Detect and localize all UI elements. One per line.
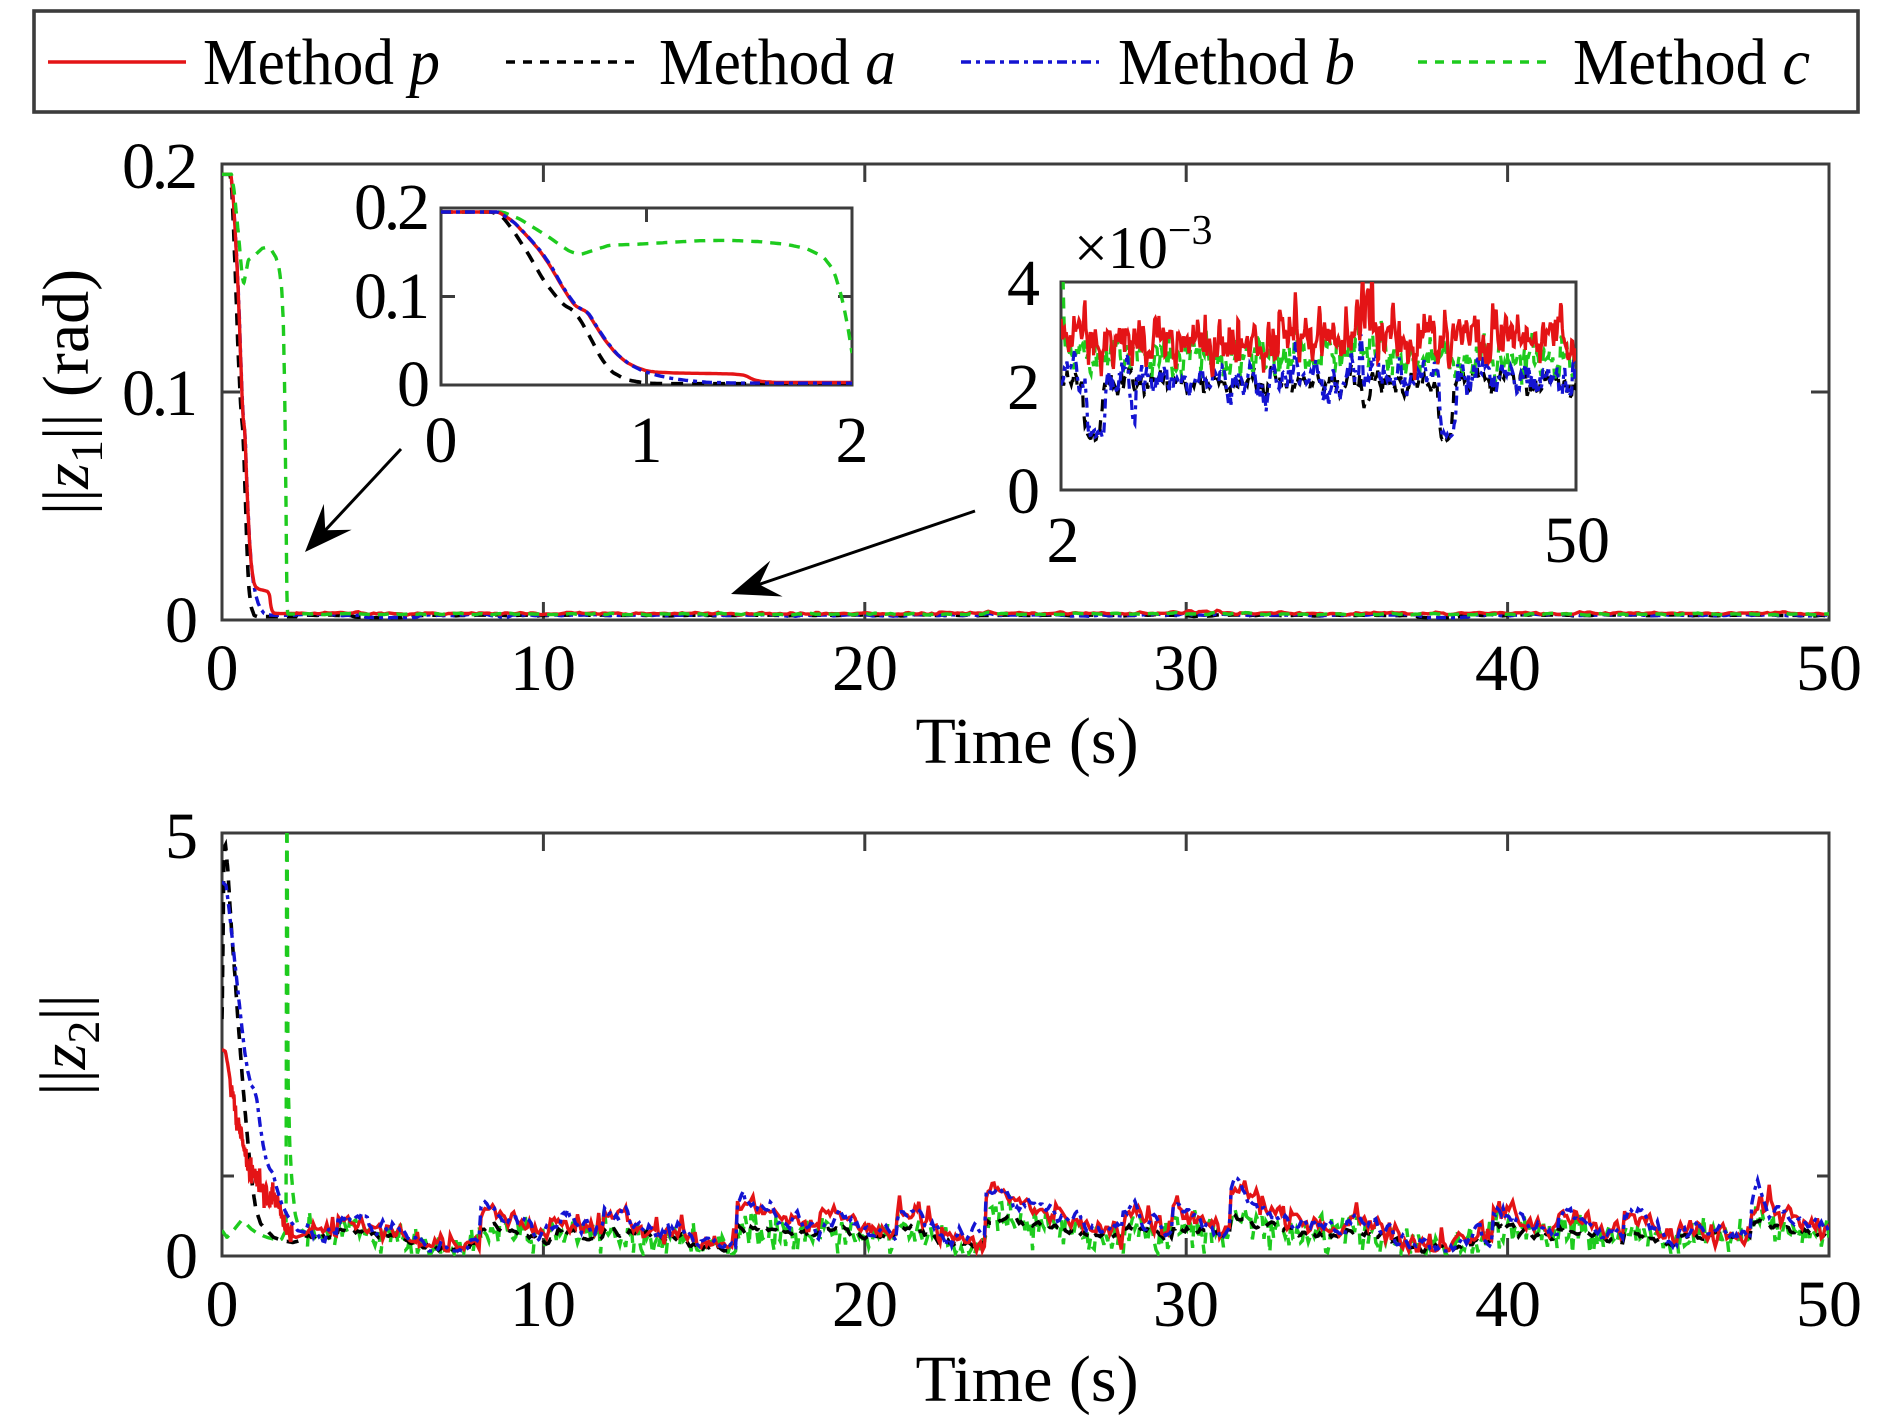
svg-text:Time (s): Time (s) [915,1343,1138,1416]
svg-text:0: 0 [165,1220,198,1293]
svg-text:10: 10 [510,632,576,705]
svg-text:30: 30 [1153,1268,1219,1341]
svg-text:2: 2 [836,404,869,477]
svg-text:40: 40 [1475,632,1541,705]
svg-text:Method c: Method c [1573,26,1810,99]
svg-text:4: 4 [1007,247,1040,320]
svg-text:0: 0 [206,1268,239,1341]
svg-text:||z1|| (rad): ||z1|| (rad) [30,269,112,515]
svg-text:Method p: Method p [203,26,440,99]
svg-text:0.1: 0.1 [122,357,198,430]
svg-text:0.2: 0.2 [354,171,430,244]
svg-text:Method b: Method b [1118,26,1355,99]
svg-text:0: 0 [397,348,430,421]
svg-text:5: 5 [165,800,198,873]
svg-text:0.1: 0.1 [354,260,430,333]
svg-text:0: 0 [206,632,239,705]
svg-text:2: 2 [1047,504,1080,577]
svg-text:40: 40 [1475,1268,1541,1341]
svg-text:0: 0 [165,584,198,657]
svg-text:20: 20 [832,632,898,705]
svg-text:20: 20 [832,1268,898,1341]
svg-text:Method a: Method a [659,26,896,99]
svg-text:30: 30 [1153,632,1219,705]
svg-text:50: 50 [1796,1268,1862,1341]
svg-text:50: 50 [1544,504,1610,577]
svg-text:2: 2 [1007,351,1040,424]
svg-text:0.2: 0.2 [122,130,198,203]
svg-text:1: 1 [630,404,663,477]
svg-text:0: 0 [1007,455,1040,528]
svg-text:50: 50 [1796,632,1862,705]
svg-text:||z2||: ||z2|| [27,994,109,1096]
svg-text:Time (s): Time (s) [915,705,1138,778]
svg-text:10: 10 [510,1268,576,1341]
svg-text:0: 0 [425,404,458,477]
